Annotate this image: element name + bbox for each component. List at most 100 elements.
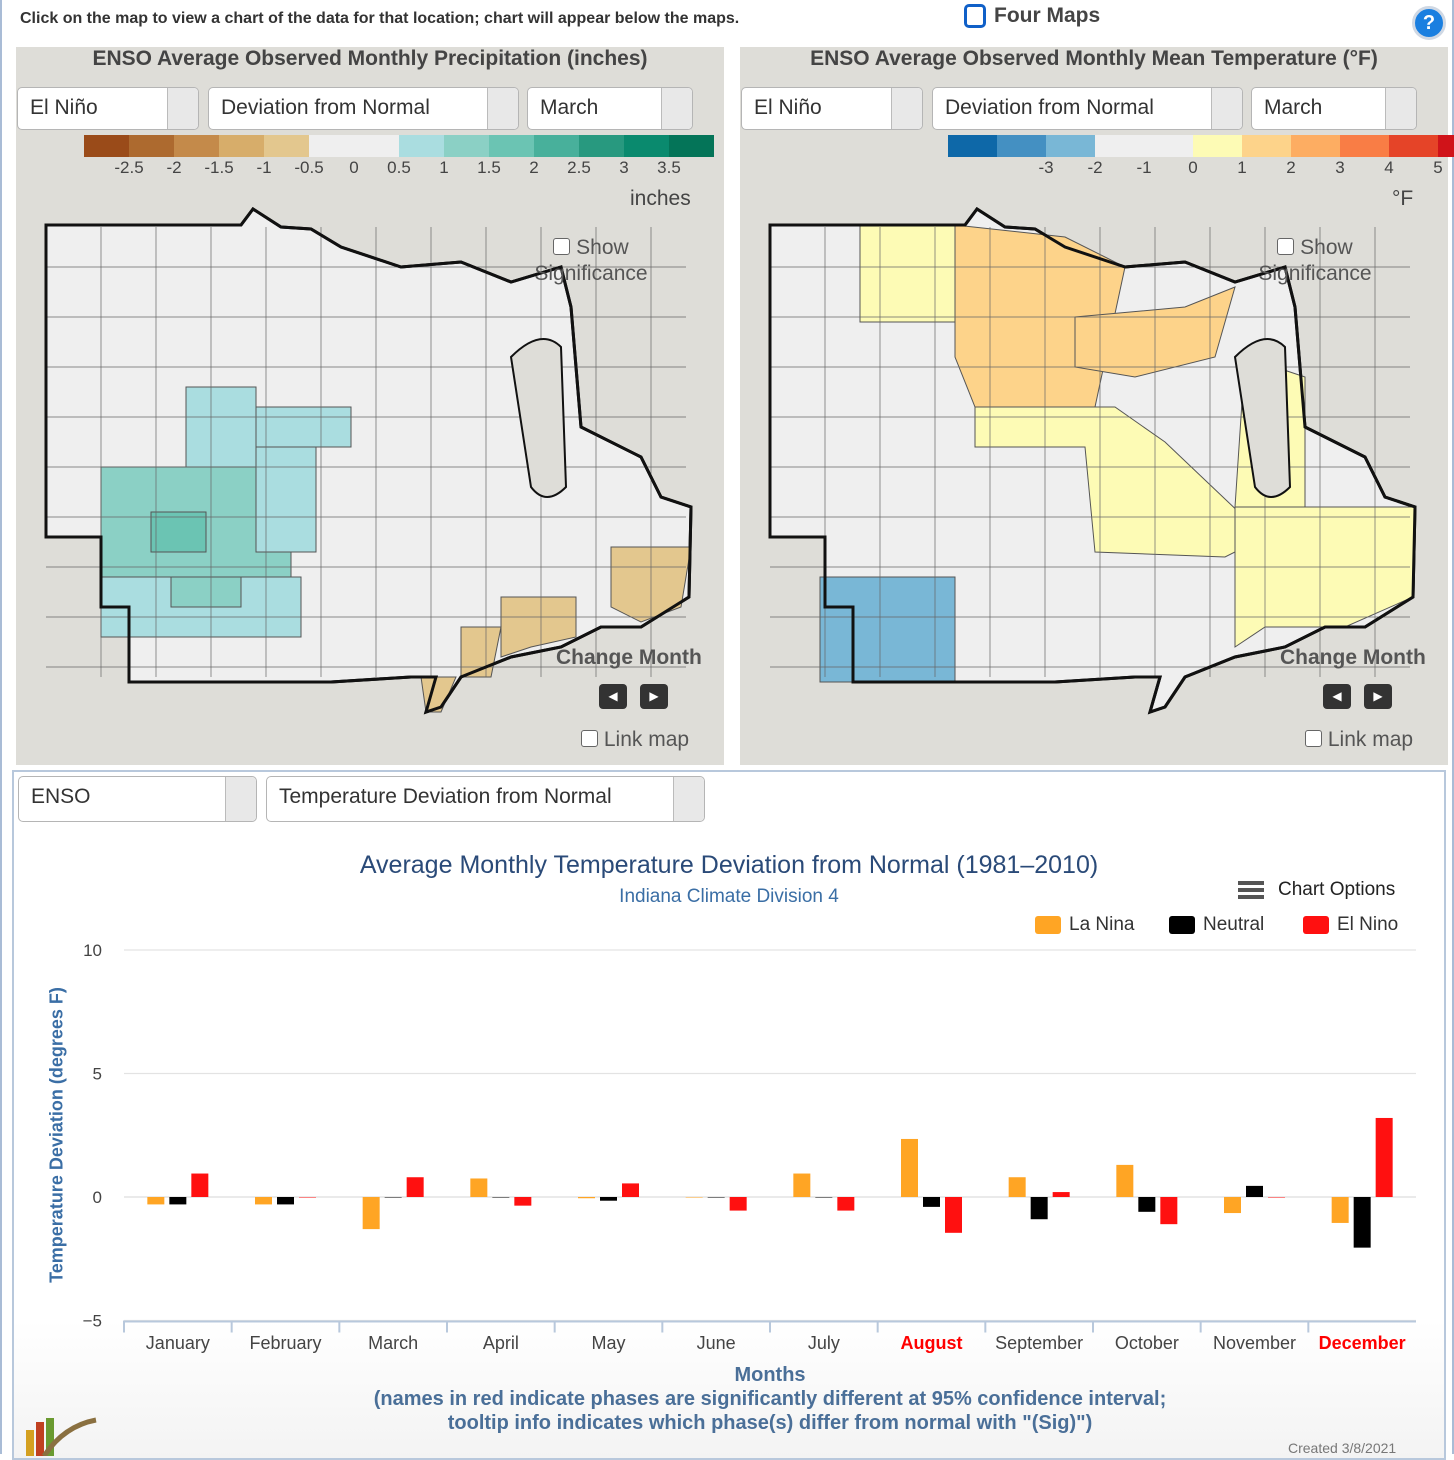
climate-division (974, 406, 1266, 558)
legend-tick: 4 (1384, 158, 1394, 177)
checkbox-icon[interactable] (553, 238, 571, 255)
bar-neutral-april (492, 1197, 510, 1198)
bar-el-nino-october (1160, 1197, 1178, 1225)
legend-swatch (1242, 135, 1291, 157)
legend-swatch (534, 135, 579, 157)
temperature-map[interactable] (765, 207, 1445, 727)
link-map-toggle[interactable]: Link map (1305, 728, 1413, 752)
lake-michigan (509, 338, 568, 498)
statistic-select[interactable]: Deviation from Normal (208, 87, 519, 130)
bar-el-nino-february (299, 1197, 316, 1198)
legend-swatch (444, 135, 489, 157)
y-tick-label: 10 (83, 941, 102, 960)
precip-map[interactable] (41, 207, 721, 727)
logo-icon (26, 1417, 97, 1456)
bar-el-nino-april (514, 1197, 532, 1206)
state-border (768, 207, 1417, 715)
bar-el-nino-july (837, 1197, 855, 1211)
legend-swatch (219, 135, 264, 157)
legend-tick: 0 (349, 158, 359, 177)
bar-la-nina-august (901, 1138, 918, 1197)
y-tick-label: 0 (93, 1188, 102, 1207)
bar-neutral-december (1353, 1197, 1371, 1248)
legend-swatch (354, 135, 399, 157)
prev-month-button[interactable]: ◀ (1323, 684, 1351, 709)
legend-swatch (1438, 135, 1454, 157)
bar-el-nino-november (1268, 1197, 1285, 1198)
month-label: January (145, 1333, 210, 1353)
bar-el-nino-march (406, 1177, 424, 1197)
legend-swatch (264, 135, 309, 157)
chart-title: Average Monthly Temperature Deviation fr… (359, 851, 1099, 879)
legend-swatch (1291, 135, 1340, 157)
chart-options-button[interactable]: Chart Options (1238, 879, 1395, 901)
bar-la-nina-november (1224, 1197, 1241, 1214)
legend-swatch (399, 135, 444, 157)
significance-label: Show Significance (1258, 236, 1372, 285)
legend-la-nina[interactable]: La Nina (1035, 914, 1135, 936)
bar-neutral-july (815, 1197, 833, 1198)
link-map-toggle[interactable]: Link map (581, 728, 689, 752)
legend-tick: 1 (1237, 158, 1247, 177)
legend-label: La Nina (1069, 914, 1135, 935)
legend-swatch (129, 135, 174, 157)
y-axis-title: Temperature Deviation (degrees F) (46, 987, 67, 1283)
legend-swatch (948, 135, 997, 157)
checkbox-icon[interactable] (581, 730, 598, 747)
link-map-label: Link map (1327, 728, 1414, 751)
help-icon[interactable]: ? (1412, 6, 1446, 40)
legend-tick: 5 (1433, 158, 1443, 177)
grouping-select[interactable]: ENSO (18, 776, 257, 822)
legend-swatch (1144, 135, 1193, 157)
phase-select[interactable]: El Niño (741, 87, 923, 130)
phase-select[interactable]: El Niño (17, 87, 199, 130)
bar-neutral-january (169, 1197, 187, 1205)
bar-el-nino-december (1375, 1117, 1393, 1197)
checkbox-icon[interactable] (1305, 730, 1322, 747)
x-axis-note: tooltip info indicates which phase(s) di… (447, 1412, 1093, 1434)
checkbox-icon[interactable] (1277, 238, 1295, 255)
bar-neutral-june (707, 1197, 725, 1198)
show-significance-toggle[interactable]: Show Significance (1240, 235, 1390, 287)
change-month-label: Change Month (556, 646, 702, 669)
legend-swatch (84, 135, 129, 157)
instruction-text: Click on the map to view a chart of the … (20, 10, 740, 27)
next-month-button[interactable]: ▶ (640, 684, 668, 709)
significance-label: Show Significance (534, 236, 648, 285)
legend-tick: -1 (256, 158, 272, 177)
bar-el-nino-june (729, 1197, 747, 1211)
month-label: December (1318, 1333, 1406, 1353)
legend-el-nino[interactable]: El Nino (1303, 914, 1398, 936)
month-label: October (1114, 1333, 1179, 1353)
legend-swatch (1340, 135, 1389, 157)
temperature-map-panel: ENSO Average Observed Monthly Mean Tempe… (740, 47, 1454, 765)
legend-swatch (309, 135, 354, 157)
four-maps-toggle[interactable]: Four Maps (964, 4, 1100, 28)
color-legend (948, 135, 1454, 157)
bar-la-nina-march (362, 1197, 380, 1230)
bar-neutral-february (277, 1197, 294, 1205)
bar-neutral-september (1030, 1197, 1048, 1220)
lake-michigan (1233, 338, 1292, 498)
legend-swatch (624, 135, 669, 157)
legend-neutral[interactable]: Neutral (1169, 914, 1264, 936)
checkbox-icon[interactable] (964, 4, 986, 28)
legend-tick: -2 (1087, 158, 1103, 177)
next-month-button[interactable]: ▶ (1364, 684, 1392, 709)
x-axis-title: Months (names in red indicate phases are … (374, 1363, 1166, 1435)
month-select[interactable]: March (527, 87, 693, 130)
show-significance-toggle[interactable]: Show Significance (516, 235, 666, 287)
month-label: November (1212, 1333, 1297, 1353)
bar-la-nina-september (1008, 1177, 1026, 1197)
climate-division (859, 224, 956, 323)
prev-month-button[interactable]: ◀ (599, 684, 627, 709)
legend-swatch (1095, 135, 1144, 157)
created-date: Created 3/8/2021 (1288, 1440, 1397, 1456)
month-label: April (482, 1333, 519, 1353)
variable-select[interactable]: Temperature Deviation from Normal (266, 776, 705, 822)
units-label: °F (1392, 187, 1414, 210)
bar-chart: 10 5 0 −5 (83, 941, 1416, 1333)
statistic-select[interactable]: Deviation from Normal (932, 87, 1243, 130)
month-select[interactable]: March (1251, 87, 1417, 130)
legend-swatch (1193, 135, 1242, 157)
